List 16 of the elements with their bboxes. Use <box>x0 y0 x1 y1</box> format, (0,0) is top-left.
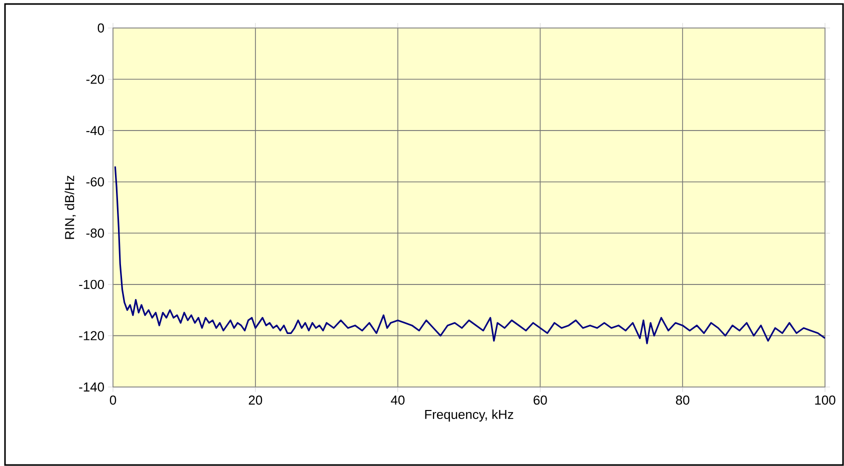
y-tick-label: -100 <box>79 280 104 290</box>
y-tick-label: -40 <box>86 126 104 136</box>
x-tick-label: 20 <box>248 396 262 405</box>
x-tick-label: 0 <box>110 396 116 405</box>
y-tick-label: -140 <box>79 382 104 392</box>
x-tick-label: 60 <box>534 396 547 405</box>
y-tick-label: -80 <box>86 228 104 238</box>
x-tick-label: 80 <box>676 396 690 405</box>
x-tick-label: 100 <box>815 396 836 405</box>
y-tick-label: -120 <box>79 331 104 340</box>
y-tick-label: -60 <box>86 177 104 186</box>
y-axis-title: RIN, dB/Hz <box>64 176 76 239</box>
y-tick-label: -20 <box>86 74 104 84</box>
x-axis-title: Frequency, kHz <box>425 410 514 422</box>
y-tick-label: 0 <box>98 23 104 33</box>
x-tick-label: 40 <box>390 396 405 405</box>
